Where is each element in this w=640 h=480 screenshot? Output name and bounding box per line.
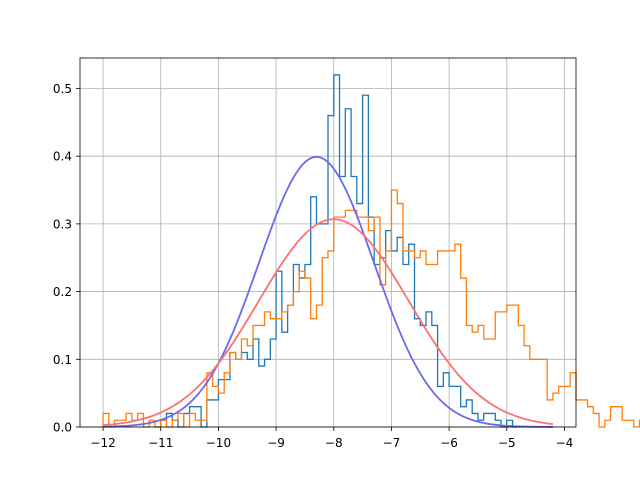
gaussian-fit-3: [103, 218, 554, 427]
x-tick-label-4: −8: [325, 436, 343, 450]
x-axis: −12 −11 −10 −9 −8 −7 −6 −5 −4: [90, 427, 573, 450]
y-tick-label-2: 0.2: [53, 285, 72, 299]
y-axis: 0.0 0.1 0.2 0.3 0.4 0.5: [53, 82, 80, 435]
y-tick-label-1: 0.1: [53, 353, 72, 367]
series-layer: [102, 74, 640, 428]
x-tick-label-0: −12: [90, 436, 115, 450]
plot-area: [80, 58, 576, 427]
y-tick-label-4: 0.4: [53, 150, 72, 164]
y-tick-label-0: 0.0: [53, 421, 72, 435]
plot-frame: [79, 57, 577, 428]
x-tick-label-3: −9: [267, 436, 285, 450]
gaussian-fit-2: [103, 155, 553, 428]
x-tick-label-5: −7: [383, 436, 401, 450]
x-tick-label-1: −11: [148, 436, 173, 450]
x-tick-label-8: −4: [556, 436, 574, 450]
histogram-series-0: [154, 74, 519, 428]
y-tick-label-3: 0.3: [53, 217, 72, 231]
x-tick-label-7: −5: [498, 436, 516, 450]
x-tick-label-6: −6: [440, 436, 458, 450]
y-tick-label-5: 0.5: [53, 82, 72, 96]
x-tick-label-2: −10: [206, 436, 231, 450]
